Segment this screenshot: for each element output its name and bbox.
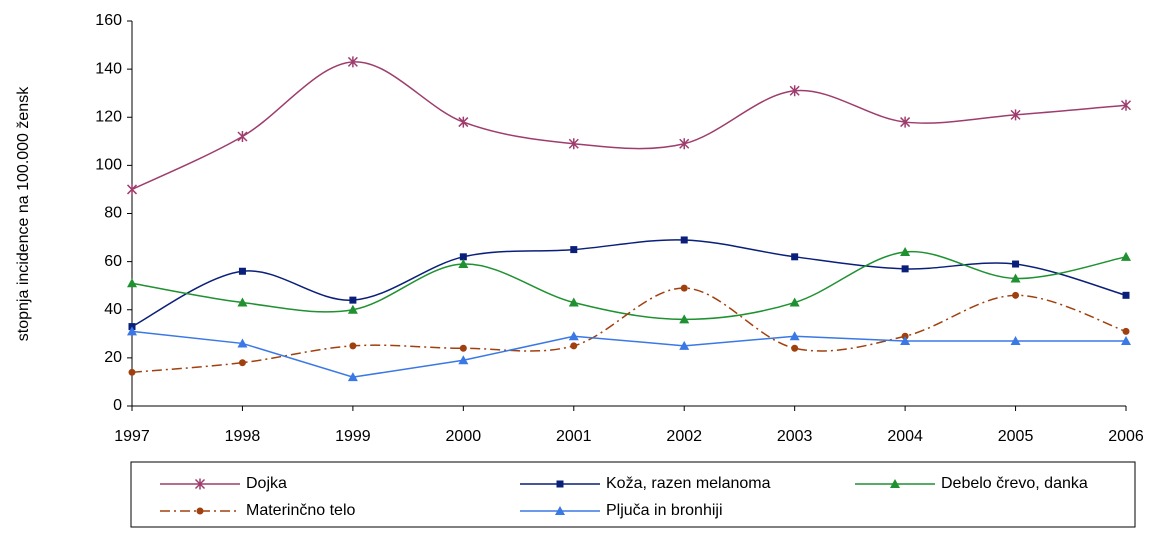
- legend-marker: [556, 480, 564, 488]
- data-point: [679, 340, 690, 350]
- data-point: [680, 284, 688, 292]
- x-tick-label: 2004: [887, 428, 923, 445]
- data-point: [126, 183, 138, 195]
- data-point: [237, 338, 248, 348]
- data-point: [1122, 291, 1130, 299]
- legend-label: Materinčno telo: [246, 502, 355, 519]
- x-tick-label: 2003: [777, 428, 813, 445]
- data-point: [349, 342, 357, 350]
- x-tick-label: 1999: [335, 428, 371, 445]
- data-point: [791, 344, 799, 352]
- x-tick-label: 2001: [556, 428, 592, 445]
- data-point: [568, 138, 579, 150]
- legend-box: [130, 461, 1136, 528]
- data-point: [458, 259, 469, 269]
- data-point: [680, 236, 688, 244]
- data-point: [127, 278, 137, 288]
- data-point: [570, 342, 578, 350]
- data-point: [791, 253, 799, 261]
- series-line: [131, 287, 1127, 374]
- x-tick-label: 1998: [225, 428, 261, 445]
- data-point: [900, 336, 911, 346]
- x-tick-label: 1997: [114, 428, 150, 445]
- data-point: [1120, 99, 1132, 111]
- data-point: [238, 359, 246, 367]
- data-point: [459, 253, 467, 261]
- x-tick-label: 2005: [998, 428, 1034, 445]
- y-tick-label: 140: [95, 60, 122, 77]
- x-tick-label: 2006: [1108, 428, 1144, 445]
- data-point: [237, 131, 248, 142]
- y-tick-label: 0: [113, 397, 122, 414]
- legend-label: Koža, razen melanoma: [606, 475, 771, 492]
- data-point: [458, 116, 469, 128]
- data-point: [900, 247, 911, 256]
- series-line: [131, 61, 1127, 191]
- data-point: [347, 304, 358, 314]
- y-tick-label: 100: [95, 157, 122, 174]
- data-point: [349, 296, 357, 304]
- data-point: [237, 297, 248, 307]
- data-point: [901, 265, 909, 273]
- data-point: [1012, 260, 1020, 268]
- data-point: [458, 355, 469, 365]
- legend-label: Dojka: [246, 475, 287, 492]
- data-point: [347, 56, 358, 68]
- data-point: [679, 138, 690, 150]
- data-point: [128, 368, 136, 376]
- legend-marker: [196, 507, 204, 515]
- legend-marker: [890, 479, 900, 488]
- series-line: [131, 330, 1126, 378]
- data-point: [1010, 109, 1021, 121]
- legend-label: Debelo črevo, danka: [941, 475, 1088, 492]
- y-tick-label: 160: [95, 12, 122, 29]
- series-line: [131, 239, 1127, 328]
- legend-label: Pljuča in bronhiji: [606, 502, 723, 519]
- data-point: [127, 326, 137, 336]
- data-point: [1010, 273, 1021, 283]
- series-line: [131, 250, 1127, 321]
- data-point: [679, 314, 690, 324]
- data-point: [1121, 251, 1131, 261]
- data-point: [1121, 336, 1131, 346]
- data-point: [347, 372, 358, 382]
- data-point: [459, 344, 467, 352]
- x-tick-label: 2000: [446, 428, 482, 445]
- data-point: [570, 246, 578, 254]
- data-point: [568, 331, 579, 341]
- legend-marker: [194, 478, 206, 490]
- y-tick-label: 20: [104, 349, 122, 366]
- y-tick-label: 40: [104, 301, 122, 318]
- y-tick-label: 60: [104, 253, 122, 270]
- data-point: [1012, 291, 1020, 299]
- data-point: [789, 297, 800, 307]
- data-point: [789, 331, 800, 341]
- legend-marker: [555, 506, 565, 515]
- data-point: [1122, 327, 1130, 335]
- data-point: [789, 85, 800, 97]
- data-point: [238, 267, 246, 275]
- y-tick-label: 80: [104, 205, 122, 222]
- y-axis-label: stopnja incidence na 100.000 žensk: [15, 86, 32, 341]
- data-point: [568, 297, 579, 307]
- data-point: [1010, 336, 1021, 346]
- x-tick-label: 2002: [666, 428, 702, 445]
- data-point: [900, 116, 911, 128]
- y-tick-label: 120: [95, 108, 122, 125]
